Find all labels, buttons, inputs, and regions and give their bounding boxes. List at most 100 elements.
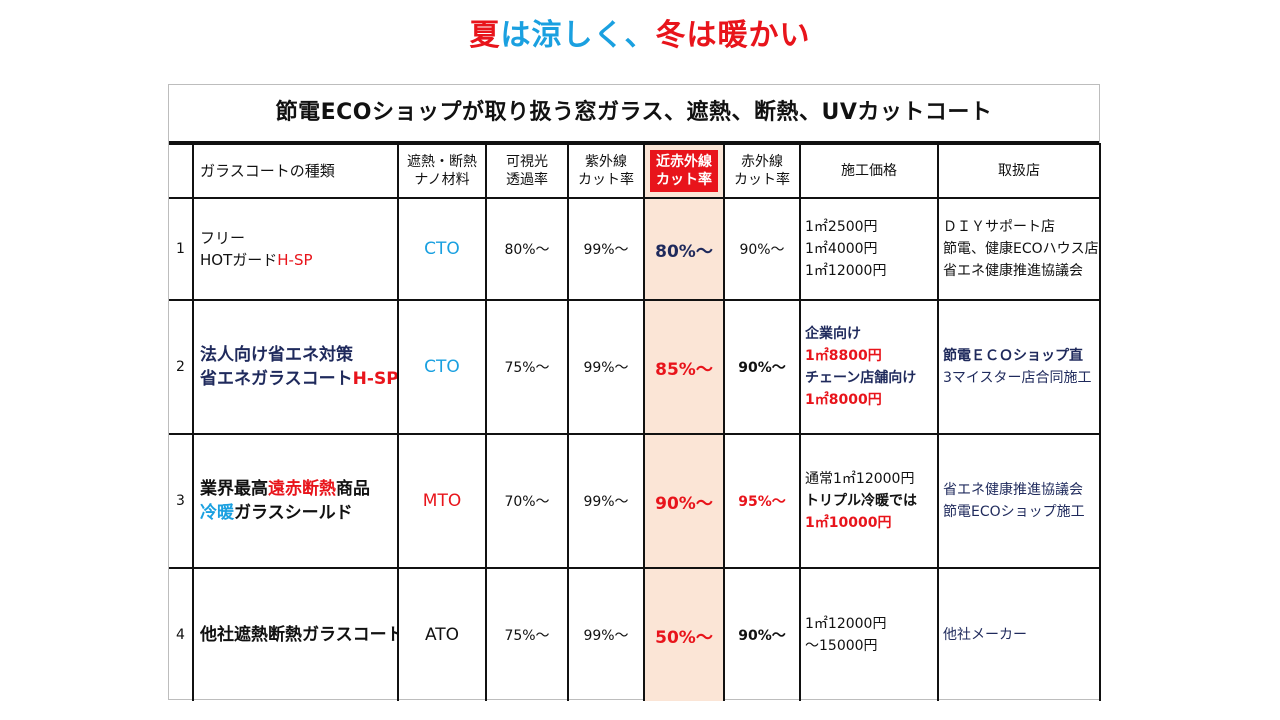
- row-material: CTO: [397, 197, 487, 301]
- row-price: 1㎡12000円 ～15000円: [799, 567, 939, 701]
- shop-line: 節電ＥＣＯショップ直: [943, 348, 1083, 364]
- row-material: CTO: [397, 299, 487, 435]
- row-nir: 80%～: [643, 197, 725, 301]
- price-line: 企業向け: [805, 326, 861, 342]
- row-shop: ＤＩＹサポート店 節電、健康ECOハウス店 省エネ健康推進協議会: [937, 197, 1101, 301]
- page-title: 夏は涼しく、冬は暖かい: [0, 10, 1280, 54]
- row-price: 企業向け 1㎡8800円 チェーン店舗向け 1㎡8000円: [799, 299, 939, 435]
- row-ir: 90%～: [723, 197, 801, 301]
- row-name-part: 商品: [336, 479, 370, 499]
- price-line: 1㎡4000円: [805, 241, 878, 257]
- table-row: 1 フリー HOTガードH-SP CTO 80%～ 99%～ 80%～ 90%～…: [169, 197, 1101, 301]
- header-price: 施工価格: [799, 143, 939, 199]
- row-num: 1: [169, 197, 194, 301]
- title-cool: は涼しく、: [500, 18, 656, 53]
- header-shop: 取扱店: [937, 143, 1101, 199]
- row-visible: 75%～: [485, 567, 569, 701]
- header-ir-line2: カット率: [734, 172, 790, 188]
- header-ir: 赤外線 カット率: [723, 143, 801, 199]
- price-line: 1㎡12000円: [805, 263, 887, 279]
- table-header-row: ガラスコートの種類 遮熱・断熱 ナノ材料 可視光 透過率 紫外線 カット率 近赤…: [169, 143, 1101, 199]
- price-line: 1㎡8800円: [805, 348, 882, 364]
- table-row: 3 業界最高遠赤断熱商品 冷暖ガラスシールド MTO 70%～ 99%～ 90%…: [169, 433, 1101, 569]
- row-name-accent: H-SP: [352, 369, 398, 389]
- row-name-line: HOTガードH-SP: [200, 249, 396, 271]
- shop-line: 省エネ健康推進協議会: [943, 263, 1083, 279]
- comparison-table: ガラスコートの種類 遮熱・断熱 ナノ材料 可視光 透過率 紫外線 カット率 近赤…: [169, 143, 1101, 701]
- table-row: 2 法人向け省エネ対策 省エネガラスコートH-SP CTO 75%～ 99%～ …: [169, 299, 1101, 435]
- row-uv: 99%～: [567, 299, 645, 435]
- header-uv-line2: カット率: [578, 172, 634, 188]
- title-warm: は暖かい: [686, 18, 811, 53]
- header-material: 遮熱・断熱 ナノ材料: [397, 143, 487, 199]
- row-name: フリー HOTガードH-SP: [192, 197, 399, 301]
- header-nir: 近赤外線 カット率: [643, 143, 725, 199]
- row-ir: 90%～: [723, 299, 801, 435]
- row-visible: 80%～: [485, 197, 569, 301]
- row-nir: 85%～: [643, 299, 725, 435]
- row-name-line: 法人向け省エネ対策: [200, 345, 353, 365]
- row-price: 1㎡2500円 1㎡4000円 1㎡12000円: [799, 197, 939, 301]
- header-uv-line1: 紫外線: [585, 154, 627, 170]
- row-uv: 99%～: [567, 567, 645, 701]
- row-nir: 50%～: [643, 567, 725, 701]
- price-line: 1㎡12000円: [805, 616, 887, 632]
- row-ir: 90%～: [723, 567, 801, 701]
- table-title: 節電ECOショップが取り扱う窓ガラス、遮熱、断熱、UVカットコート: [169, 85, 1099, 143]
- price-line: ～15000円: [805, 638, 878, 654]
- price-line: 1㎡10000円: [805, 515, 892, 531]
- row-num: 4: [169, 567, 194, 701]
- row-material: MTO: [397, 433, 487, 569]
- price-line: 1㎡2500円: [805, 219, 878, 235]
- shop-line: ＤＩＹサポート店: [943, 219, 1055, 235]
- price-line: 通常1㎡12000円: [805, 471, 915, 487]
- row-name-accent: 遠赤断熱: [268, 479, 336, 499]
- shop-line: 節電、健康ECOハウス店: [943, 241, 1099, 257]
- row-name-part: ガラスシールド: [234, 503, 353, 523]
- row-visible: 75%～: [485, 299, 569, 435]
- header-visible-line2: 透過率: [506, 172, 548, 188]
- table-row: 4 他社遮熱断熱ガラスコート ATO 75%～ 99%～ 50%～ 90%～ 1…: [169, 567, 1101, 701]
- row-visible: 70%～: [485, 433, 569, 569]
- header-visible: 可視光 透過率: [485, 143, 569, 199]
- row-name: 業界最高遠赤断熱商品 冷暖ガラスシールド: [192, 433, 399, 569]
- row-num: 2: [169, 299, 194, 435]
- header-visible-line1: 可視光: [506, 154, 548, 170]
- row-name: 法人向け省エネ対策 省エネガラスコートH-SP: [192, 299, 399, 435]
- row-name-line: 他社遮熱断熱ガラスコート: [200, 625, 398, 645]
- row-name-part: HOTガード: [200, 251, 278, 269]
- header-material-line1: 遮熱・断熱: [407, 154, 477, 170]
- price-line: 1㎡8000円: [805, 392, 882, 408]
- row-nir: 90%～: [643, 433, 725, 569]
- header-type: ガラスコートの種類: [192, 143, 399, 199]
- title-summer: 夏: [469, 18, 501, 53]
- row-name-part: 業界最高: [200, 479, 268, 499]
- shop-line: 節電ECOショップ施工: [943, 504, 1085, 520]
- header-nir-line1: 近赤外線: [656, 154, 712, 170]
- row-name-line: フリー: [200, 229, 246, 247]
- header-material-line2: ナノ材料: [414, 172, 470, 188]
- row-shop: 節電ＥＣＯショップ直 3マイスター店合同施工: [937, 299, 1101, 435]
- shop-line: 他社メーカー: [943, 627, 1027, 643]
- header-nir-line2: カット率: [656, 172, 712, 188]
- row-num: 3: [169, 433, 194, 569]
- row-uv: 99%～: [567, 433, 645, 569]
- row-name-part: 省エネガラスコート: [200, 369, 353, 389]
- row-name-accent: H-SP: [277, 251, 313, 269]
- row-uv: 99%～: [567, 197, 645, 301]
- row-shop: 他社メーカー: [937, 567, 1101, 701]
- row-shop: 省エネ健康推進協議会 節電ECOショップ施工: [937, 433, 1101, 569]
- comparison-table-panel: 節電ECOショップが取り扱う窓ガラス、遮熱、断熱、UVカットコート ガラスコート…: [168, 84, 1101, 701]
- header-nir-label: 近赤外線 カット率: [650, 150, 718, 192]
- row-ir: 95%～: [723, 433, 801, 569]
- price-line: チェーン店舗向け: [805, 370, 917, 386]
- row-name-line: 冷暖ガラスシールド: [200, 501, 396, 525]
- row-name-line: 省エネガラスコートH-SP: [200, 367, 398, 391]
- row-name-accent: 冷暖: [200, 503, 234, 523]
- shop-line: 3マイスター店合同施工: [943, 370, 1092, 386]
- title-winter: 冬: [655, 18, 687, 53]
- header-ir-line1: 赤外線: [741, 154, 783, 170]
- row-name-line: 業界最高遠赤断熱商品: [200, 477, 396, 501]
- header-uv: 紫外線 カット率: [567, 143, 645, 199]
- row-material: ATO: [397, 567, 487, 701]
